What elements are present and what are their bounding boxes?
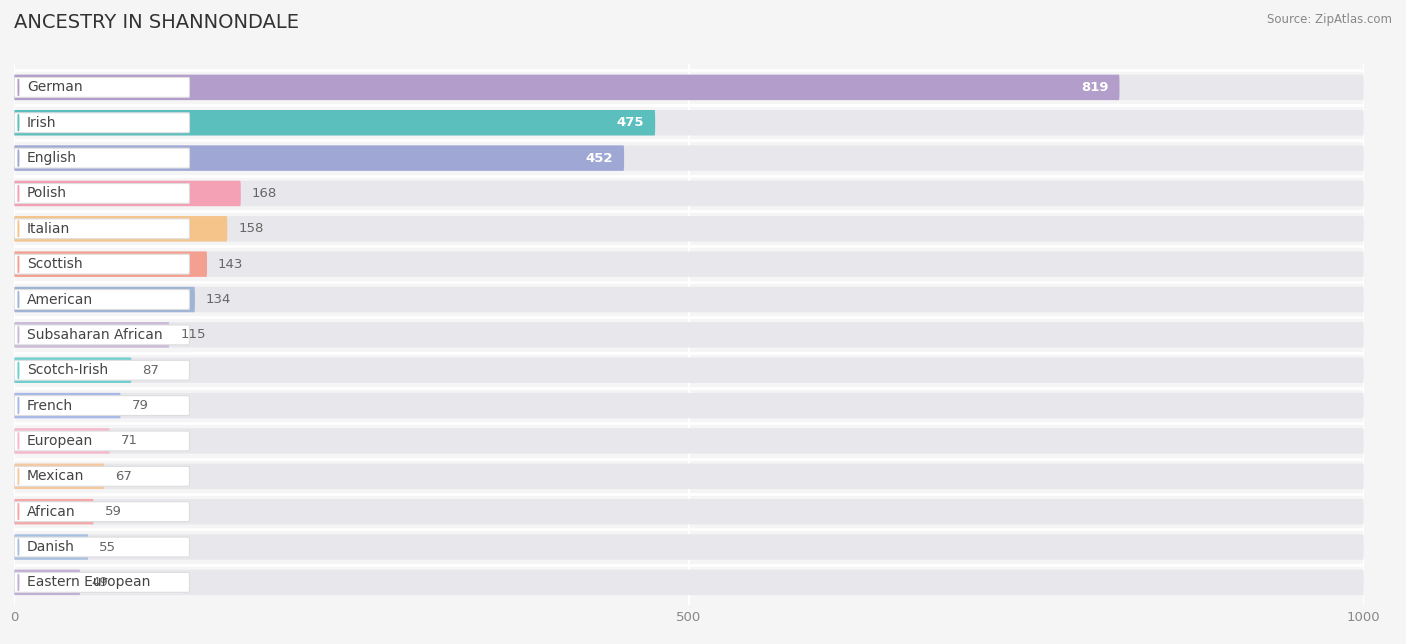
FancyBboxPatch shape xyxy=(14,287,195,312)
Text: Italian: Italian xyxy=(27,222,70,236)
FancyBboxPatch shape xyxy=(14,535,1364,560)
FancyBboxPatch shape xyxy=(14,428,1364,453)
Text: Scotch-Irish: Scotch-Irish xyxy=(27,363,108,377)
Text: 452: 452 xyxy=(586,151,613,165)
FancyBboxPatch shape xyxy=(14,110,1364,135)
FancyBboxPatch shape xyxy=(14,110,655,135)
FancyBboxPatch shape xyxy=(14,499,94,524)
Text: Source: ZipAtlas.com: Source: ZipAtlas.com xyxy=(1267,13,1392,26)
FancyBboxPatch shape xyxy=(14,570,1364,595)
FancyBboxPatch shape xyxy=(14,146,1364,171)
FancyBboxPatch shape xyxy=(14,254,190,274)
Text: 71: 71 xyxy=(121,435,138,448)
FancyBboxPatch shape xyxy=(14,181,1364,206)
FancyBboxPatch shape xyxy=(14,360,190,380)
FancyBboxPatch shape xyxy=(14,464,104,489)
Text: 79: 79 xyxy=(132,399,149,412)
FancyBboxPatch shape xyxy=(14,464,1364,489)
FancyBboxPatch shape xyxy=(14,77,190,97)
FancyBboxPatch shape xyxy=(14,290,190,310)
Text: 819: 819 xyxy=(1081,81,1109,94)
Text: Danish: Danish xyxy=(27,540,75,554)
FancyBboxPatch shape xyxy=(14,428,110,453)
FancyBboxPatch shape xyxy=(14,251,207,277)
FancyBboxPatch shape xyxy=(14,287,1364,312)
Text: 67: 67 xyxy=(115,470,132,483)
Text: Scottish: Scottish xyxy=(27,257,83,271)
FancyBboxPatch shape xyxy=(14,251,1364,277)
Text: ANCESTRY IN SHANNONDALE: ANCESTRY IN SHANNONDALE xyxy=(14,13,299,32)
FancyBboxPatch shape xyxy=(14,537,190,557)
Text: French: French xyxy=(27,399,73,413)
FancyBboxPatch shape xyxy=(14,395,190,415)
FancyBboxPatch shape xyxy=(14,431,190,451)
Text: 158: 158 xyxy=(238,222,263,235)
FancyBboxPatch shape xyxy=(14,325,190,345)
Text: 59: 59 xyxy=(104,505,121,518)
Text: African: African xyxy=(27,505,76,518)
Text: Mexican: Mexican xyxy=(27,469,84,483)
FancyBboxPatch shape xyxy=(14,502,190,522)
Text: 168: 168 xyxy=(252,187,277,200)
Text: German: German xyxy=(27,80,83,95)
Text: 134: 134 xyxy=(205,293,231,306)
Text: Polish: Polish xyxy=(27,187,67,200)
FancyBboxPatch shape xyxy=(14,573,190,592)
Text: 115: 115 xyxy=(180,328,205,341)
FancyBboxPatch shape xyxy=(14,148,190,168)
FancyBboxPatch shape xyxy=(14,113,190,133)
FancyBboxPatch shape xyxy=(14,357,132,383)
FancyBboxPatch shape xyxy=(14,184,190,204)
FancyBboxPatch shape xyxy=(14,322,169,348)
FancyBboxPatch shape xyxy=(14,216,1364,242)
FancyBboxPatch shape xyxy=(14,357,1364,383)
FancyBboxPatch shape xyxy=(14,75,1364,100)
FancyBboxPatch shape xyxy=(14,499,1364,524)
Text: Irish: Irish xyxy=(27,116,56,129)
FancyBboxPatch shape xyxy=(14,181,240,206)
Text: English: English xyxy=(27,151,77,165)
FancyBboxPatch shape xyxy=(14,393,1364,419)
Text: Subsaharan African: Subsaharan African xyxy=(27,328,163,342)
FancyBboxPatch shape xyxy=(14,219,190,239)
FancyBboxPatch shape xyxy=(14,393,121,419)
FancyBboxPatch shape xyxy=(14,216,228,242)
Text: 87: 87 xyxy=(142,364,159,377)
FancyBboxPatch shape xyxy=(14,535,89,560)
Text: 143: 143 xyxy=(218,258,243,270)
FancyBboxPatch shape xyxy=(14,466,190,486)
Text: American: American xyxy=(27,292,93,307)
FancyBboxPatch shape xyxy=(14,146,624,171)
Text: European: European xyxy=(27,434,93,448)
FancyBboxPatch shape xyxy=(14,322,1364,348)
Text: 49: 49 xyxy=(91,576,108,589)
FancyBboxPatch shape xyxy=(14,570,80,595)
FancyBboxPatch shape xyxy=(14,75,1119,100)
Text: 475: 475 xyxy=(617,116,644,129)
Text: 55: 55 xyxy=(98,540,117,554)
Text: Eastern European: Eastern European xyxy=(27,575,150,589)
